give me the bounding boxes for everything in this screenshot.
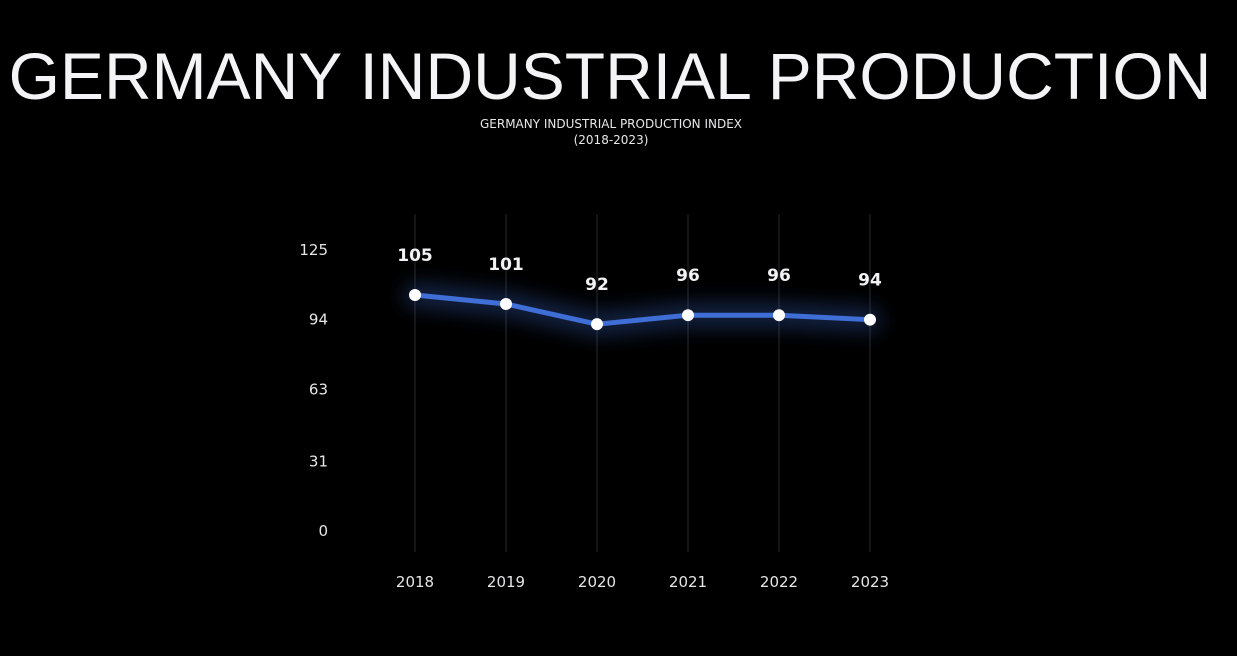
data-label-2021: 96 <box>676 266 700 286</box>
series-line-layer <box>412 292 873 327</box>
x-axis-ticks: 2018 2019 2020 2021 2022 2023 <box>396 573 889 591</box>
x-tick-label-2022: 2022 <box>760 573 798 591</box>
series-line <box>412 292 873 327</box>
x-tick-label-2021: 2021 <box>669 573 707 591</box>
data-label-2019: 101 <box>488 255 524 275</box>
x-tick-label-2018: 2018 <box>396 573 434 591</box>
y-tick-label: 63 <box>309 380 328 398</box>
data-label-2020: 92 <box>585 275 609 295</box>
data-label-2018: 105 <box>397 246 433 266</box>
y-tick-label: 31 <box>309 452 328 470</box>
data-point-2020 <box>591 318 603 331</box>
chart-title-block: GERMANY INDUSTRIAL PRODUCTION INDEX (201… <box>0 116 1222 148</box>
chart-subtitle: (2018-2023) <box>573 133 649 147</box>
data-point-2023 <box>864 313 876 326</box>
y-tick-label: 94 <box>309 311 328 329</box>
data-label-2023: 94 <box>858 271 882 291</box>
x-tick-label-2023: 2023 <box>851 573 889 591</box>
x-tick-label-2020: 2020 <box>578 573 616 591</box>
data-point-2019 <box>500 297 512 310</box>
data-point-2018 <box>409 288 421 301</box>
data-point-2022 <box>773 309 785 322</box>
data-point-2021 <box>682 309 694 322</box>
chart-title: GERMANY INDUSTRIAL PRODUCTION INDEX <box>479 117 743 131</box>
data-label-layer: 105 101 92 96 96 94 <box>397 246 882 295</box>
data-point-layer <box>409 288 876 331</box>
x-tick-label-2019: 2019 <box>487 573 525 591</box>
page-headline: GERMANY INDUSTRIAL PRODUCTION <box>8 39 1212 113</box>
data-label-2022: 96 <box>767 266 791 286</box>
y-tick-label: 0 <box>318 522 328 540</box>
y-tick-label: 125 <box>299 241 328 259</box>
y-axis-ticks: 0 31 63 94 125 <box>299 241 328 540</box>
grid-layer <box>414 214 871 552</box>
